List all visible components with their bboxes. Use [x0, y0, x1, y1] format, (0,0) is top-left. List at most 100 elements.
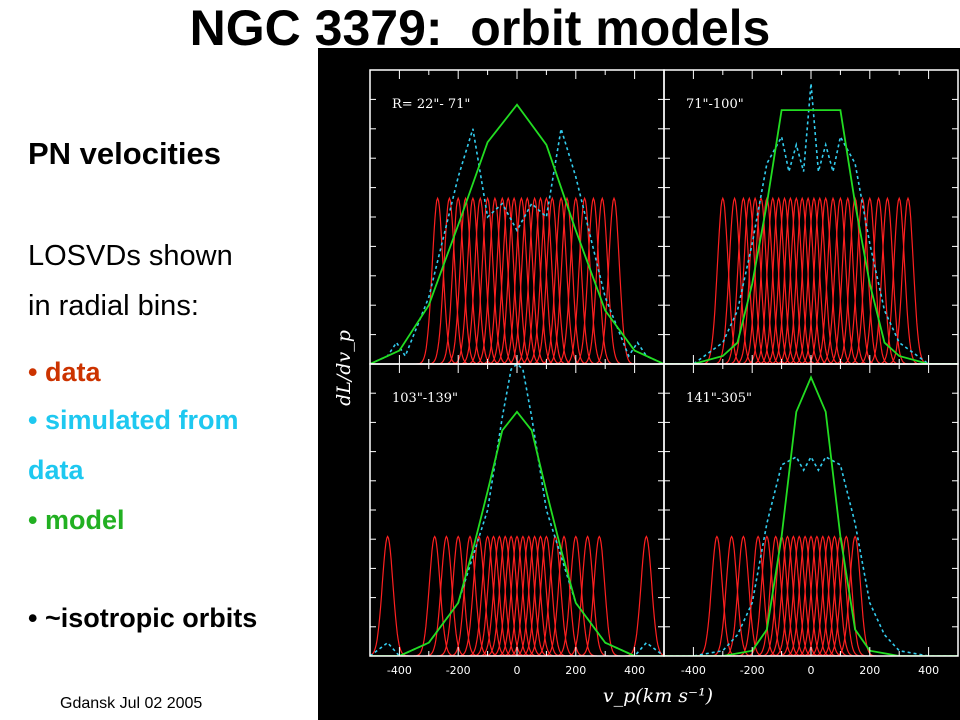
data-gaussian	[466, 535, 509, 656]
data-gaussian	[500, 196, 543, 364]
data-gaussian	[506, 196, 549, 364]
data-gaussian	[572, 196, 615, 364]
data-gaussian	[481, 196, 524, 364]
panel-label: R= 22"- 71"	[392, 97, 470, 112]
data-gaussian	[751, 196, 794, 364]
data-gaussian	[833, 535, 877, 656]
data-gaussian	[766, 535, 809, 656]
data-gaussian	[466, 196, 509, 364]
data-gaussian	[848, 196, 891, 364]
model-curve	[664, 375, 958, 656]
data-gaussian	[792, 196, 836, 364]
data-gaussian	[484, 535, 527, 656]
data-gaussian	[566, 535, 609, 656]
data-gaussian	[525, 535, 568, 656]
data-gaussian	[857, 196, 900, 364]
data-gaussian	[563, 196, 606, 364]
bullet-simulated: • simulated from	[28, 405, 239, 435]
data-gaussian	[722, 535, 765, 656]
data-gaussian	[781, 196, 824, 364]
data-gaussian	[713, 196, 756, 364]
slide-title: NGC 3379: orbit models	[189, 0, 771, 56]
panel-label: 71"-100"	[686, 97, 744, 112]
data-gaussian	[428, 196, 471, 364]
data-gaussian	[581, 196, 624, 364]
data-gaussian	[492, 196, 536, 364]
data-gaussian	[739, 196, 783, 364]
y-axis-label: dL/dv_p	[333, 330, 355, 406]
data-gaussian	[728, 196, 771, 364]
bullet-data: • data	[28, 357, 101, 387]
model-curve	[664, 109, 958, 364]
data-gaussian	[545, 196, 589, 364]
data-gaussian	[811, 196, 855, 364]
panel-4-curves	[664, 375, 958, 656]
data-gaussian	[734, 196, 777, 364]
data-gaussian	[592, 196, 636, 364]
data-gaussian	[531, 196, 574, 364]
data-gaussian	[451, 196, 495, 364]
data-gaussian	[507, 535, 550, 656]
data-gaussian	[775, 196, 818, 364]
data-gaussian	[554, 196, 597, 364]
data-gaussian	[789, 535, 833, 656]
panel-2-curves	[664, 83, 958, 364]
data-gaussian	[813, 535, 856, 656]
data-gaussian	[763, 196, 806, 364]
panel-label: 103"-139"	[392, 391, 458, 406]
data-gaussian	[495, 535, 539, 656]
data-gaussian	[745, 535, 789, 656]
data-gaussian	[489, 535, 533, 656]
model-curve	[370, 410, 664, 656]
x-axis-label: v_p(km s⁻¹)	[603, 685, 713, 707]
data-gaussian	[539, 196, 583, 364]
data-gaussian	[413, 535, 456, 656]
panel-1-curves	[370, 103, 664, 364]
data-gaussian	[866, 196, 909, 364]
data-gaussian	[801, 535, 844, 656]
data-gaussian	[448, 535, 492, 656]
data-gaussian	[778, 535, 821, 656]
x-tick-label: 200	[859, 664, 880, 677]
data-gaussian	[472, 535, 515, 656]
model-curve	[370, 103, 664, 364]
data-gaussian	[513, 535, 556, 656]
panel-3-curves	[370, 364, 664, 656]
data-gaussian	[786, 196, 830, 364]
data-gaussian	[444, 196, 487, 364]
data-gaussian	[519, 196, 562, 364]
data-gaussian	[769, 196, 812, 364]
bullet-model: • model	[28, 505, 125, 535]
data-gaussian	[804, 196, 847, 364]
data-gaussian	[425, 535, 468, 656]
subheading: PN velocities	[28, 136, 221, 171]
simulated-curve	[370, 128, 664, 364]
data-gaussian	[487, 196, 530, 364]
data-gaussian	[783, 535, 827, 656]
x-tick-label: 0	[808, 664, 815, 677]
intro-line-2: in radial bins:	[28, 290, 199, 322]
data-gaussian	[795, 535, 839, 656]
data-gaussian	[772, 535, 815, 656]
data-gaussian	[542, 535, 586, 656]
x-tick-label: 200	[565, 664, 586, 677]
data-gaussian	[554, 535, 598, 656]
bullet-simulated-cont: data	[28, 455, 84, 485]
x-tick-label: -200	[446, 664, 471, 677]
panel-label: 141"-305"	[686, 391, 752, 406]
data-gaussian	[757, 196, 800, 364]
data-gaussian	[473, 196, 517, 364]
data-gaussian	[826, 196, 869, 364]
data-gaussian	[578, 535, 621, 656]
data-gaussian	[722, 196, 765, 364]
bullet-isotropic: • ~isotropic orbits	[28, 603, 258, 633]
data-gaussian	[478, 535, 521, 656]
simulated-curve	[664, 83, 958, 364]
simulated-curve	[664, 455, 958, 656]
data-gaussian	[370, 535, 409, 656]
data-gaussian	[519, 535, 562, 656]
data-gaussian	[825, 535, 868, 656]
data-gaussian	[457, 535, 500, 656]
data-gaussian	[525, 196, 568, 364]
data-gaussian	[841, 196, 884, 364]
